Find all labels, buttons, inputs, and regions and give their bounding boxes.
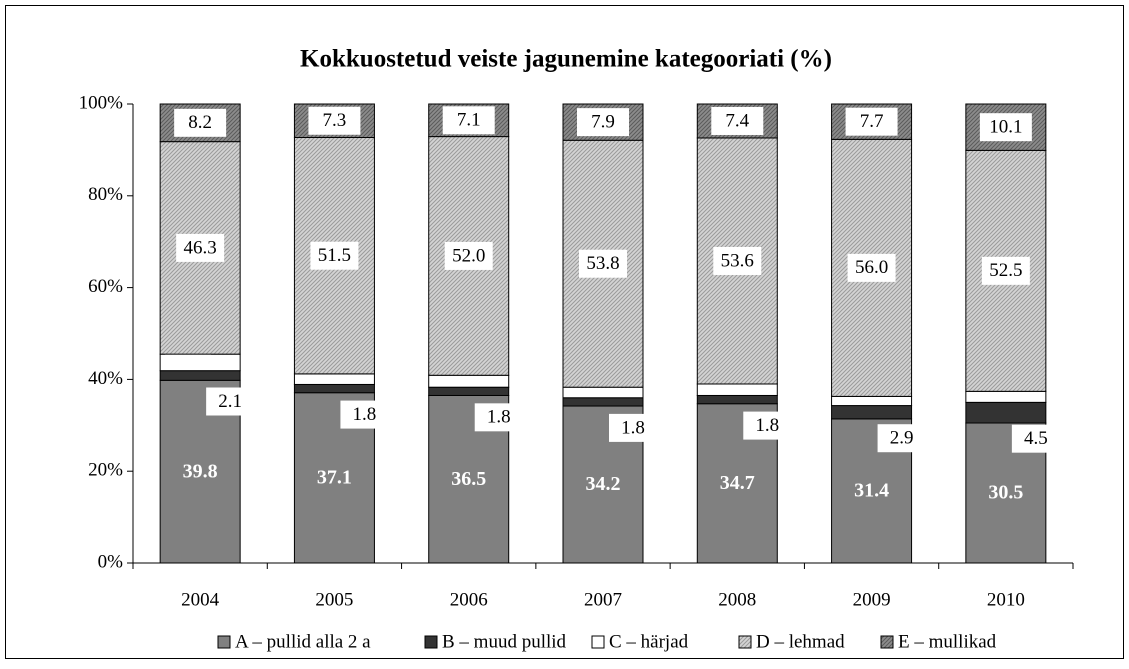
label-box (206, 387, 255, 416)
value-label: 7.1 (457, 110, 481, 131)
value-label: 7.3 (323, 110, 347, 131)
x-tick-label: 2007 (584, 589, 622, 610)
label-box (743, 411, 792, 440)
label-box (174, 108, 227, 137)
label-box (579, 249, 627, 278)
label-box (442, 106, 495, 135)
bar-segment (159, 353, 241, 372)
label-box (444, 241, 493, 270)
value-label: 46.3 (184, 237, 217, 258)
bar-segment (562, 386, 644, 399)
bar-segment (562, 397, 644, 407)
label-box (609, 413, 657, 442)
value-label: 1.8 (755, 415, 779, 436)
label-box (713, 246, 762, 275)
value-label: 52.0 (452, 245, 485, 266)
y-tick-label: 0% (98, 551, 124, 572)
x-tick-label: 2010 (987, 589, 1025, 610)
value-label: 34.2 (586, 473, 621, 495)
value-label: 7.9 (591, 111, 615, 132)
bar-segment (831, 395, 913, 407)
chart-border (5, 5, 1124, 659)
value-label: 52.5 (989, 260, 1022, 281)
legend-swatch (591, 635, 605, 649)
label-box (308, 106, 361, 135)
value-label: 56.0 (855, 257, 888, 278)
bar-segment (293, 373, 375, 385)
x-tick-label: 2006 (450, 589, 488, 610)
label-box (474, 403, 523, 432)
value-label: 39.8 (183, 460, 218, 482)
value-label: 37.1 (317, 466, 352, 488)
value-label: 36.5 (451, 468, 486, 490)
value-label: 31.4 (854, 480, 889, 502)
legend-label: A – pullid alla 2 a (235, 631, 371, 652)
legend-swatch (424, 635, 438, 649)
value-label: 7.4 (725, 110, 749, 131)
label-box (1011, 424, 1060, 453)
label-box (577, 108, 629, 137)
x-tick-label: 2009 (853, 589, 891, 610)
legend-label: B – muud pullid (442, 631, 567, 652)
x-tick-label: 2008 (718, 589, 756, 610)
y-tick-label: 40% (88, 368, 123, 389)
legend-swatch (738, 635, 752, 649)
bar-segment (428, 374, 510, 388)
value-label: 7.7 (860, 111, 884, 132)
legend-swatch (880, 635, 894, 649)
label-box (981, 256, 1030, 285)
value-label: 53.6 (721, 250, 754, 271)
label-box (340, 400, 389, 429)
label-box (877, 424, 926, 453)
bar-segment (696, 394, 778, 405)
y-tick-label: 60% (88, 276, 123, 297)
legend-label: E – mullikad (898, 631, 997, 652)
value-label: 51.5 (318, 245, 351, 266)
value-label: 34.7 (720, 472, 755, 494)
value-label: 8.2 (188, 112, 212, 133)
value-label: 1.8 (621, 417, 645, 438)
bar-segment (428, 386, 510, 396)
bar-segment (965, 390, 1047, 403)
value-label: 53.8 (586, 253, 619, 274)
legend-swatch (217, 635, 231, 649)
bar-segment (831, 405, 913, 420)
bar-segment (293, 383, 375, 394)
value-label: 4.5 (1024, 428, 1048, 449)
label-box (711, 106, 764, 135)
value-label: 10.1 (989, 117, 1022, 138)
bar-segment (965, 401, 1047, 424)
legend-label: C – härjad (609, 631, 689, 652)
value-label: 2.1 (218, 391, 242, 412)
label-box (979, 113, 1032, 142)
y-tick-label: 80% (88, 184, 123, 205)
legend-label: D – lehmad (756, 631, 845, 652)
x-tick-label: 2005 (315, 589, 353, 610)
chart-title: Kokkuostetud veiste jagunemine kategoori… (300, 46, 832, 73)
value-label: 30.5 (988, 482, 1023, 504)
label-box (845, 107, 898, 136)
label-box (847, 253, 896, 282)
label-box (176, 233, 225, 262)
value-label: 2.9 (890, 428, 914, 449)
bar-segment (159, 370, 241, 381)
value-label: 1.8 (353, 404, 377, 425)
y-tick-label: 20% (88, 460, 123, 481)
label-box (310, 241, 359, 270)
x-tick-label: 2004 (181, 589, 220, 610)
y-tick-label: 100% (79, 92, 124, 113)
value-label: 1.8 (487, 407, 511, 428)
bar-segment (696, 383, 778, 396)
